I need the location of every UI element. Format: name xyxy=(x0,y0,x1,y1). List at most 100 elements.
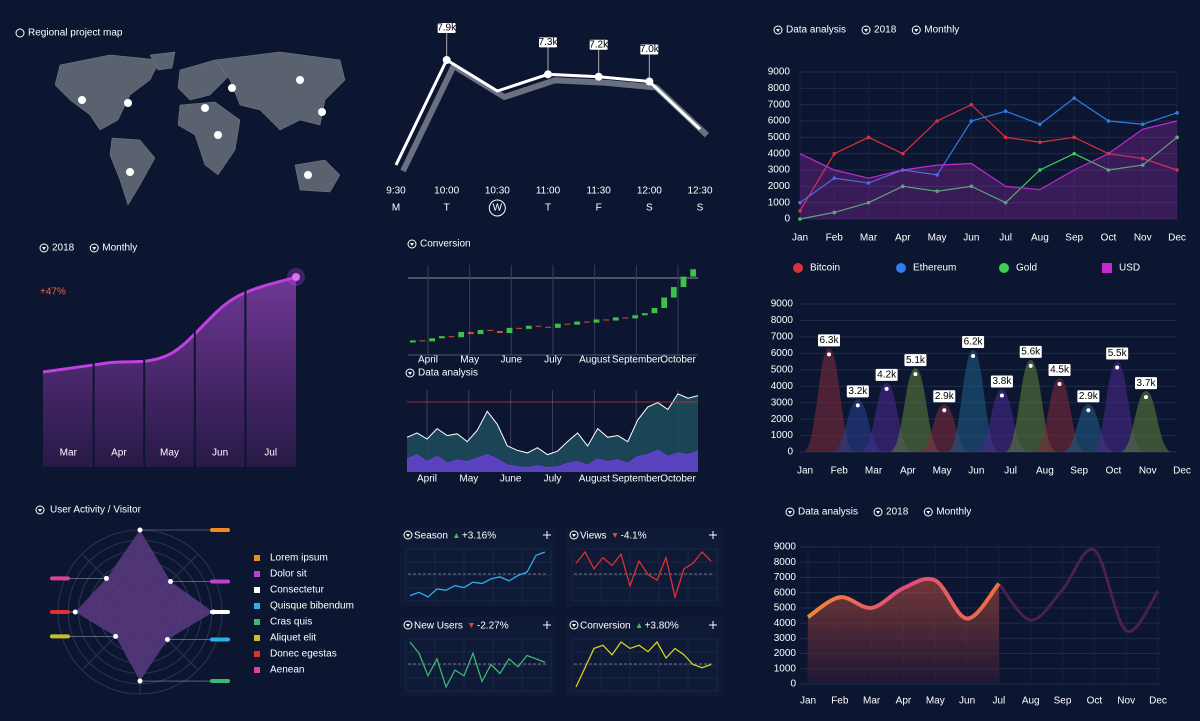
x-tick-label: 11:00 xyxy=(536,186,561,197)
day-label: W xyxy=(493,203,503,214)
x-tick-label: Mar xyxy=(860,233,878,244)
icon xyxy=(773,25,783,35)
x-tick-label: Nov xyxy=(1139,466,1157,477)
spark-line xyxy=(575,640,712,688)
map-title: Regional project map xyxy=(28,28,123,39)
y-tick-label: 2000 xyxy=(774,648,797,659)
pointer-bar xyxy=(50,610,70,614)
icon xyxy=(569,530,579,540)
peak xyxy=(889,368,942,452)
legend-label: Aliquet elit xyxy=(270,633,316,644)
point xyxy=(1140,163,1145,167)
y-tick-label: 3000 xyxy=(774,633,797,644)
radar-point xyxy=(210,609,216,615)
x-tick-label: 11:30 xyxy=(587,186,612,197)
value-label: 7.3k xyxy=(539,37,559,48)
candle xyxy=(680,276,687,288)
trend-arrow xyxy=(453,533,459,538)
series-line xyxy=(799,97,1178,204)
candle xyxy=(661,297,668,308)
candle xyxy=(409,340,416,343)
legend-marker xyxy=(254,555,260,561)
candle xyxy=(496,330,503,334)
label-box xyxy=(640,44,659,55)
radar-area xyxy=(75,530,214,682)
x-tick-label: Nov xyxy=(1134,233,1152,244)
candle xyxy=(583,321,590,323)
x-tick-label: 12:00 xyxy=(637,186,662,197)
spark-line xyxy=(409,551,546,598)
x-tick-label: July xyxy=(544,474,562,485)
continent xyxy=(54,54,161,131)
candle xyxy=(467,332,474,335)
header-label: 2018 xyxy=(52,243,75,254)
spark-change: +3.16% xyxy=(462,531,496,542)
header-label: Monthly xyxy=(936,507,971,518)
series-line xyxy=(799,120,1178,191)
add-icon xyxy=(709,621,717,629)
header-label: 2018 xyxy=(886,507,909,518)
x-tick-label: July xyxy=(544,355,562,366)
end-point xyxy=(292,273,300,281)
legend-label: Aenean xyxy=(270,665,304,676)
candle xyxy=(554,323,561,328)
x-tick-label: Mar xyxy=(863,696,881,707)
x-tick-label: Aug xyxy=(1036,466,1054,477)
value-label: 5.1k xyxy=(906,355,926,366)
icon xyxy=(405,368,415,378)
map-dot xyxy=(201,104,209,112)
day-label: T xyxy=(444,203,450,214)
value-label: 7.9k xyxy=(437,23,457,34)
point xyxy=(1038,140,1042,145)
y-tick-label: 5000 xyxy=(768,132,791,143)
icon-arrow xyxy=(410,243,414,246)
area xyxy=(407,450,698,472)
legend-marker xyxy=(896,263,906,273)
x-tick-label: Jul xyxy=(1004,466,1017,477)
area-line xyxy=(406,449,699,469)
legend-label: Bitcoin xyxy=(810,263,840,274)
legend-marker xyxy=(254,667,260,673)
legend-marker xyxy=(999,263,1009,273)
area xyxy=(43,277,296,467)
header-label: Monthly xyxy=(102,243,137,254)
y-tick-label: 6000 xyxy=(771,348,794,359)
spark-change: -4.1% xyxy=(621,531,647,542)
point xyxy=(1072,151,1076,156)
radar-point xyxy=(113,633,119,639)
spark-panel xyxy=(400,527,557,607)
point xyxy=(1038,122,1042,127)
y-tick-label: 9000 xyxy=(771,299,794,310)
spline-faded xyxy=(997,547,1160,633)
x-tick-label: 12:30 xyxy=(687,186,712,197)
candle xyxy=(545,326,552,328)
point xyxy=(1003,200,1008,205)
map-dots xyxy=(78,76,326,179)
add-icon xyxy=(543,531,551,539)
chart-title: Conversion xyxy=(420,239,471,250)
x-tick-label: April xyxy=(418,355,438,366)
peak xyxy=(1033,378,1086,452)
pointer-bar xyxy=(210,528,230,532)
area xyxy=(808,578,999,684)
value-label: 3.2k xyxy=(848,386,868,397)
x-tick-label: Jun xyxy=(963,233,979,244)
day-label: T xyxy=(545,203,551,214)
point xyxy=(866,135,871,140)
x-tick-label: Jul xyxy=(993,696,1006,707)
trend-arrow xyxy=(636,623,642,628)
value-label: 6.2k xyxy=(964,337,984,348)
legend-marker xyxy=(254,619,260,625)
trend-arrow xyxy=(468,623,474,628)
icon-arrow xyxy=(572,534,576,537)
x-tick-label: Nov xyxy=(1117,696,1135,707)
point xyxy=(1140,156,1145,161)
legend-marker xyxy=(1102,263,1112,273)
legend-marker xyxy=(254,603,260,609)
icon xyxy=(403,530,413,540)
x-tick-label: May xyxy=(460,355,479,366)
point xyxy=(832,210,837,215)
icon-arrow xyxy=(572,624,576,627)
x-tick-label: Jan xyxy=(797,466,813,477)
